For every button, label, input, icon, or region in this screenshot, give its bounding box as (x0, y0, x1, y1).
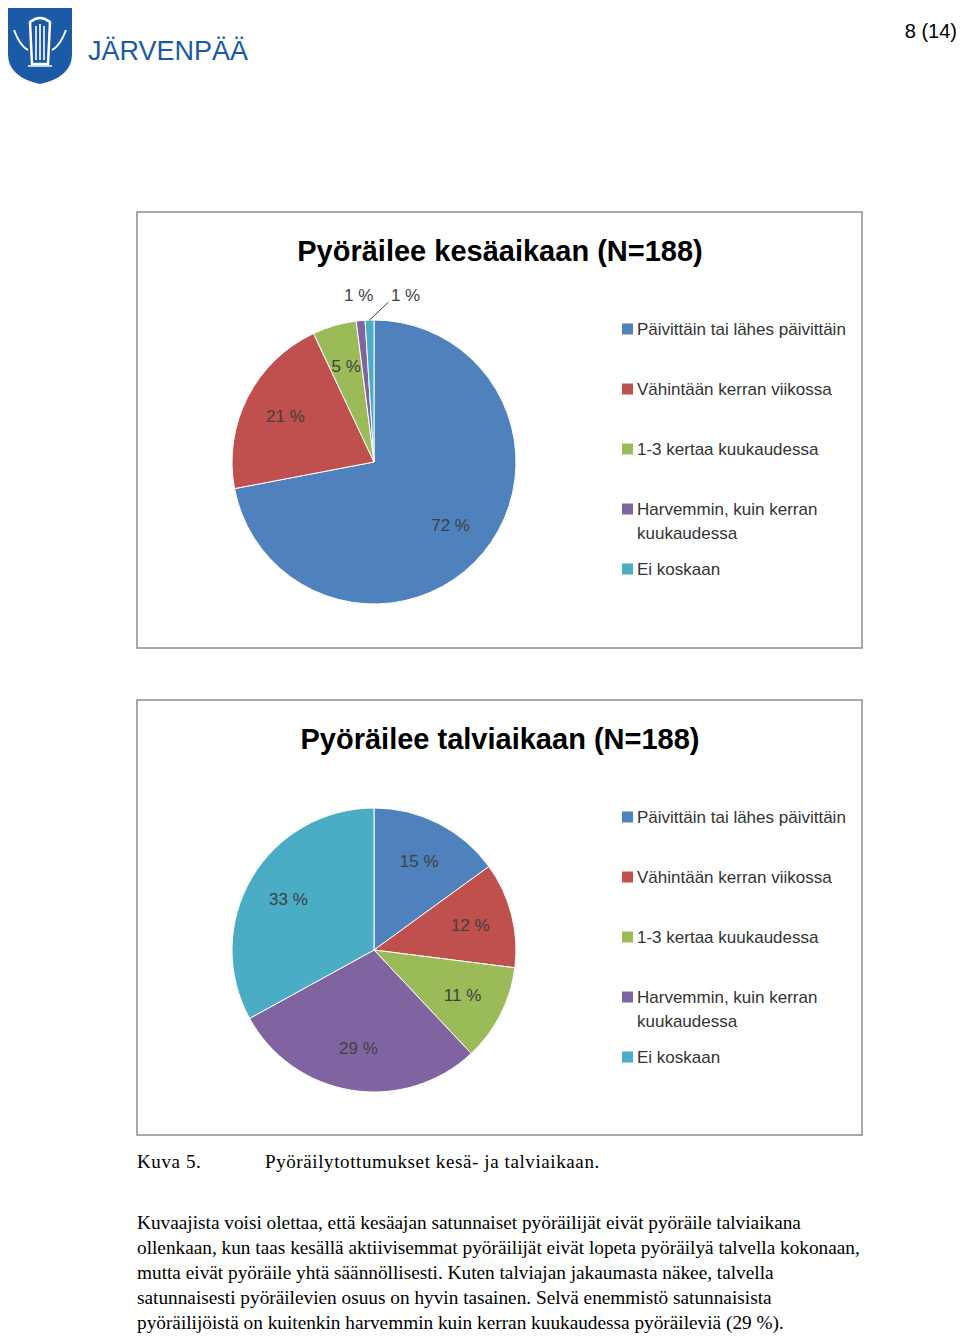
legend-swatch (622, 324, 633, 335)
legend-label: Päivittäin tai lähes päivittäin (637, 808, 846, 827)
page: JÄRVENPÄÄ 8 (14) Pyöräilee kesäaikaan (N=1… (0, 0, 960, 1337)
pie-slice (232, 808, 374, 1018)
logo-wings (14, 30, 66, 50)
legend-line: Vähintään kerran viikossa (637, 868, 832, 887)
legend-line: Harvemmin, kuin kerran (637, 500, 817, 519)
legend: Päivittäin tai lähes päivittäin Vähintään… (622, 320, 846, 579)
legend-swatch (622, 812, 633, 823)
paragraph-line: satunnaisesti pyöräilevien osuus on hyvi… (137, 1287, 772, 1308)
legend-line: Harvemmin, kuin kerran (637, 988, 817, 1007)
logo: JÄRVENPÄÄ (8, 8, 248, 84)
legend-swatch (622, 932, 633, 943)
legend-label: 1-3 kertaa kuukaudessa (637, 928, 819, 947)
paragraph-line: mutta eivät pyöräile yhtä säännöllisesti… (137, 1262, 774, 1283)
legend-label: Ei koskaan (637, 1048, 720, 1067)
legend-line: 1-3 kertaa kuukaudessa (637, 440, 819, 459)
data-label: 21 % (266, 407, 305, 426)
data-label: 72 % (431, 516, 470, 535)
pie-slice (314, 321, 374, 462)
logo-shield (8, 8, 72, 84)
data-label: 1 % (391, 286, 420, 305)
legend-label: Päivittäin tai lähes päivittäin (637, 320, 846, 339)
data-label: 29 % (339, 1039, 378, 1058)
chart-title: Pyöräilee talviaikaan (N=188) (301, 723, 700, 755)
pie-chart: Pyöräilee talviaikaan (N=188) 15 % 12 % 11 … (137, 700, 862, 1135)
legend-label: 1-3 kertaa kuukaudessa (637, 440, 819, 459)
legend-line: kuukaudessa (637, 1012, 738, 1031)
page-number: 8 (14) (905, 20, 957, 42)
legend-label: Harvemmin, kuin kerran kuukaudessa (637, 988, 817, 1031)
data-label: 12 % (451, 916, 490, 935)
legend-swatch (622, 1052, 633, 1063)
legend-swatch (622, 384, 633, 395)
legend-line: Vähintään kerran viikossa (637, 380, 832, 399)
chart-frame (137, 700, 862, 1135)
legend: Päivittäin tai lähes päivittäin Vähintään… (622, 808, 846, 1067)
caption-text: Pyöräilytottumukset kesä- ja talviaikaan… (265, 1151, 600, 1172)
legend-label: Harvemmin, kuin kerran kuukaudessa (637, 500, 817, 543)
logo-strings (28, 24, 52, 66)
data-label: 5 % (332, 357, 361, 376)
legend-line: Päivittäin tai lähes päivittäin (637, 808, 846, 827)
paragraph-line: Kuvaajista voisi olettaa, että kesäajan … (137, 1212, 801, 1233)
slices (232, 808, 516, 1092)
legend-line: Päivittäin tai lähes päivittäin (637, 320, 846, 339)
legend-line: Ei koskaan (637, 560, 720, 579)
legend-swatch (622, 444, 633, 455)
caption-label: Kuva 5. (137, 1151, 201, 1172)
legend-label: Ei koskaan (637, 560, 720, 579)
data-label: 33 % (269, 890, 308, 909)
data-labels: 15 % 12 % 11 % 29 % 33 % (269, 852, 490, 1058)
data-label: 15 % (400, 852, 439, 871)
legend-label: Vähintään kerran viikossa (637, 380, 832, 399)
slices (232, 320, 516, 604)
legend-swatch (622, 872, 633, 883)
chart-frame (137, 212, 862, 648)
leader-line (370, 302, 389, 320)
legend-line: Ei koskaan (637, 1048, 720, 1067)
pie-chart: Pyöräilee kesäaikaan (N=188) 72 % 21 % 5 % 1… (137, 212, 862, 648)
data-labels: 72 % 21 % 5 % 1 % 1 % (266, 286, 470, 535)
paragraph-line: ollenkaan, kun taas kesällä aktiivisemma… (137, 1237, 860, 1258)
legend-line: kuukaudessa (637, 524, 738, 543)
legend-swatch (622, 504, 633, 515)
legend-swatch (622, 992, 633, 1003)
pie-slice (356, 320, 374, 462)
data-label: 11 % (444, 986, 482, 1005)
legend-swatch (622, 564, 633, 575)
paragraph-line: pyöräilijöistä on kuitenkin harvemmin ku… (137, 1312, 784, 1334)
data-label: 1 % (344, 286, 373, 305)
legend-line: 1-3 kertaa kuukaudessa (637, 928, 819, 947)
legend-label: Vähintään kerran viikossa (637, 868, 832, 887)
logo-text: JÄRVENPÄÄ (88, 36, 248, 66)
pie-slice (365, 320, 374, 462)
paragraph: Kuvaajista voisi olettaa, että kesäajan … (137, 1212, 860, 1334)
chart-title: Pyöräilee kesäaikaan (N=188) (297, 235, 702, 267)
